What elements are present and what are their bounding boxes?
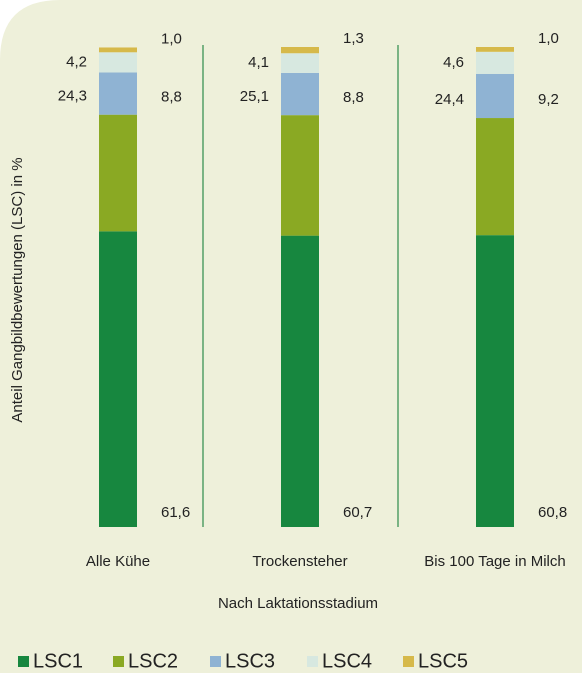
x-tick-label: Trockensteher [252,553,347,570]
bar-segment [99,52,137,73]
bar-segment [476,73,514,119]
legend-label: LSC3 [225,650,275,672]
value-label: 4,6 [443,54,464,71]
bar-segment [281,53,319,73]
legend-label: LSC2 [128,650,178,672]
bar-segment [281,235,319,527]
value-label: 24,3 [58,88,87,105]
legend-label: LSC1 [33,650,83,672]
legend-label: LSC4 [322,650,372,672]
x-tick-label: Bis 100 Tage in Milch [424,553,565,570]
value-label: 4,2 [66,53,87,70]
value-label: 60,7 [343,504,372,521]
bar-segment [99,114,137,232]
value-label: 8,8 [161,89,182,106]
value-label: 61,6 [161,504,190,521]
value-label: 4,1 [248,54,269,71]
value-label: 24,4 [435,91,464,108]
legend-swatch [210,656,221,667]
legend-swatch [113,656,124,667]
x-tick-label: Alle Kühe [86,553,150,570]
bar-segment [99,47,137,53]
legend-swatch [403,656,414,667]
legend-label: LSC5 [418,650,468,672]
value-label: 1,0 [538,30,559,47]
value-label: 1,0 [161,30,182,47]
legend: LSC1 LSC2 LSC3 LSC4 LSC5 [18,650,468,672]
value-label: 25,1 [240,88,269,105]
bar-segment [476,47,514,52]
bar-segment [476,51,514,74]
value-label: 1,3 [343,30,364,47]
bar-segment [281,72,319,116]
value-label: 60,8 [538,504,567,521]
bar-segment [99,231,137,527]
legend-swatch [18,656,29,667]
legend-swatch [307,656,318,667]
bar-segment [476,118,514,236]
value-label: 8,8 [343,89,364,106]
bar-segment [281,47,319,54]
x-axis-title: Nach Laktationsstadium [218,595,378,612]
bar-segment [99,72,137,115]
y-axis-title: Anteil Gangbildbewertungen (LSC) in % [9,157,26,422]
bar-segment [281,115,319,236]
value-label: 9,2 [538,91,559,108]
bar-segment [476,235,514,527]
